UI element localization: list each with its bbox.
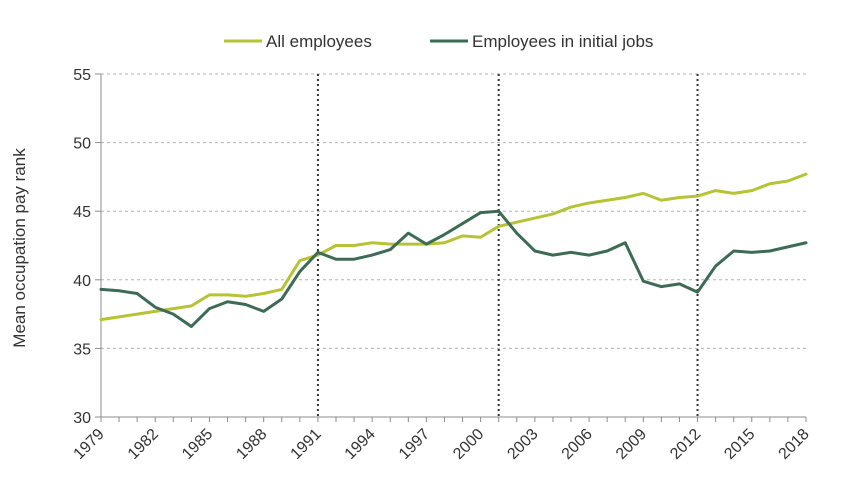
y-tick-label: 30 — [73, 410, 91, 427]
series-lines — [99, 172, 808, 328]
x-tick-label: 2015 — [721, 426, 758, 463]
x-tick-label: 2009 — [613, 426, 650, 463]
period-dividers — [316, 74, 699, 417]
x-tick-label: 1994 — [342, 426, 379, 463]
x-tick-label: 1985 — [179, 426, 216, 463]
x-tick-label: 2018 — [776, 426, 813, 463]
x-tick-label: 2012 — [667, 426, 704, 463]
series-line — [99, 172, 808, 322]
y-tick-label: 50 — [73, 136, 91, 153]
x-tick-label: 1988 — [233, 426, 270, 463]
series-line — [99, 209, 808, 328]
x-tick-label: 2000 — [450, 426, 487, 463]
legend-label: All employees — [266, 32, 372, 51]
x-tick-label: 2006 — [559, 426, 596, 463]
y-tick-label: 35 — [73, 341, 91, 358]
legend-label: Employees in initial jobs — [472, 32, 653, 51]
y-tick-label: 45 — [73, 204, 91, 221]
x-tick-label: 1979 — [71, 426, 108, 463]
legend: All employees Employees in initial jobs — [224, 32, 653, 51]
x-tick-label: 2003 — [504, 426, 541, 463]
x-tick-label: 1997 — [396, 426, 433, 463]
axes: 30 35 40 45 50 55 1979 1982 1985 1988 1991 1994 1997… — [71, 67, 813, 463]
x-tick-label: 1982 — [125, 426, 162, 463]
x-tick-label: 1991 — [288, 426, 325, 463]
y-tick-label: 40 — [73, 273, 91, 290]
y-axis-title: Mean occupation pay rank — [10, 148, 29, 348]
gridlines — [101, 73, 806, 349]
y-tick-label: 55 — [73, 67, 91, 84]
